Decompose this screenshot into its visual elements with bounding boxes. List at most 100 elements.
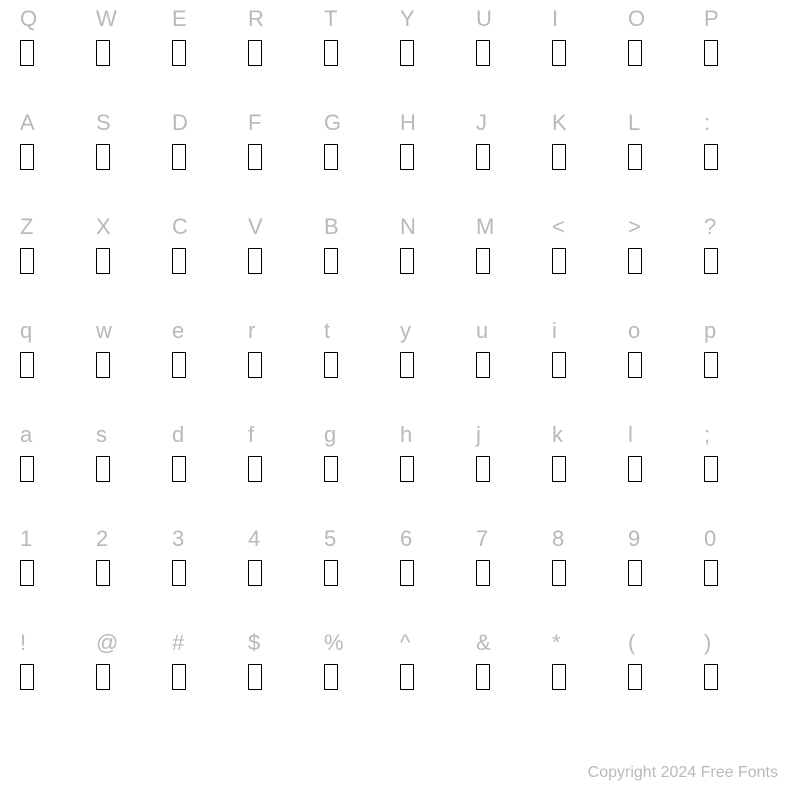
char-label: & — [476, 632, 491, 654]
glyph-placeholder-box — [704, 352, 718, 378]
char-cell: 8 — [552, 520, 628, 624]
char-label: g — [324, 424, 336, 446]
glyph-placeholder-box — [552, 40, 566, 66]
char-cell: s — [96, 416, 172, 520]
char-label: < — [552, 216, 565, 238]
char-cell: K — [552, 104, 628, 208]
char-cell: y — [400, 312, 476, 416]
char-cell: 4 — [248, 520, 324, 624]
char-cell: G — [324, 104, 400, 208]
char-label: ( — [628, 632, 635, 654]
char-label: r — [248, 320, 255, 342]
char-cell: e — [172, 312, 248, 416]
glyph-placeholder-box — [400, 560, 414, 586]
char-cell: P — [704, 0, 780, 104]
char-label: 0 — [704, 528, 716, 550]
char-cell: u — [476, 312, 552, 416]
char-cell: ? — [704, 208, 780, 312]
char-label: Y — [400, 8, 415, 30]
glyph-placeholder-box — [704, 40, 718, 66]
char-cell: O — [628, 0, 704, 104]
glyph-placeholder-box — [628, 40, 642, 66]
glyph-placeholder-box — [172, 560, 186, 586]
char-cell: q — [20, 312, 96, 416]
char-cell: g — [324, 416, 400, 520]
glyph-placeholder-box — [400, 664, 414, 690]
glyph-placeholder-box — [96, 248, 110, 274]
char-cell: C — [172, 208, 248, 312]
char-label: $ — [248, 632, 260, 654]
glyph-placeholder-box — [628, 144, 642, 170]
char-label: ? — [704, 216, 716, 238]
char-label: h — [400, 424, 412, 446]
char-label: l — [628, 424, 633, 446]
char-cell: Z — [20, 208, 96, 312]
glyph-placeholder-box — [628, 352, 642, 378]
char-cell: # — [172, 624, 248, 728]
char-label: C — [172, 216, 188, 238]
char-cell: V — [248, 208, 324, 312]
char-label: B — [324, 216, 339, 238]
char-cell: H — [400, 104, 476, 208]
glyph-placeholder-box — [628, 560, 642, 586]
char-cell: 2 — [96, 520, 172, 624]
char-label: ; — [704, 424, 710, 446]
character-map-grid: QWERTYUIOPASDFGHJKL:ZXCVBNM<>?qwertyuiop… — [0, 0, 800, 728]
glyph-placeholder-box — [20, 40, 34, 66]
char-cell: 6 — [400, 520, 476, 624]
char-cell: M — [476, 208, 552, 312]
glyph-placeholder-box — [248, 456, 262, 482]
glyph-placeholder-box — [172, 248, 186, 274]
char-cell: D — [172, 104, 248, 208]
char-label: t — [324, 320, 330, 342]
char-label: @ — [96, 632, 118, 654]
glyph-placeholder-box — [248, 248, 262, 274]
char-label: Q — [20, 8, 37, 30]
char-cell: W — [96, 0, 172, 104]
char-cell: 9 — [628, 520, 704, 624]
char-cell: r — [248, 312, 324, 416]
glyph-placeholder-box — [20, 560, 34, 586]
char-label: I — [552, 8, 558, 30]
char-cell: 5 — [324, 520, 400, 624]
char-label: i — [552, 320, 557, 342]
char-cell: t — [324, 312, 400, 416]
char-cell: l — [628, 416, 704, 520]
char-label: p — [704, 320, 716, 342]
char-label: s — [96, 424, 107, 446]
char-label: Z — [20, 216, 33, 238]
glyph-placeholder-box — [172, 456, 186, 482]
char-label: A — [20, 112, 35, 134]
glyph-placeholder-box — [476, 40, 490, 66]
glyph-placeholder-box — [96, 664, 110, 690]
char-label: > — [628, 216, 641, 238]
char-cell: > — [628, 208, 704, 312]
char-cell: k — [552, 416, 628, 520]
glyph-placeholder-box — [704, 248, 718, 274]
char-cell: I — [552, 0, 628, 104]
char-label: O — [628, 8, 645, 30]
char-cell: & — [476, 624, 552, 728]
char-label: 9 — [628, 528, 640, 550]
glyph-placeholder-box — [96, 560, 110, 586]
char-label: f — [248, 424, 254, 446]
char-label: e — [172, 320, 184, 342]
char-cell: ; — [704, 416, 780, 520]
glyph-placeholder-box — [20, 456, 34, 482]
char-label: # — [172, 632, 184, 654]
char-label: W — [96, 8, 117, 30]
char-label: q — [20, 320, 32, 342]
glyph-placeholder-box — [96, 144, 110, 170]
glyph-placeholder-box — [552, 456, 566, 482]
glyph-placeholder-box — [476, 664, 490, 690]
char-label: k — [552, 424, 563, 446]
char-cell: j — [476, 416, 552, 520]
char-cell: R — [248, 0, 324, 104]
char-cell: T — [324, 0, 400, 104]
char-cell: ( — [628, 624, 704, 728]
glyph-placeholder-box — [476, 560, 490, 586]
char-cell: h — [400, 416, 476, 520]
char-label: 6 — [400, 528, 412, 550]
char-label: S — [96, 112, 111, 134]
glyph-placeholder-box — [324, 144, 338, 170]
